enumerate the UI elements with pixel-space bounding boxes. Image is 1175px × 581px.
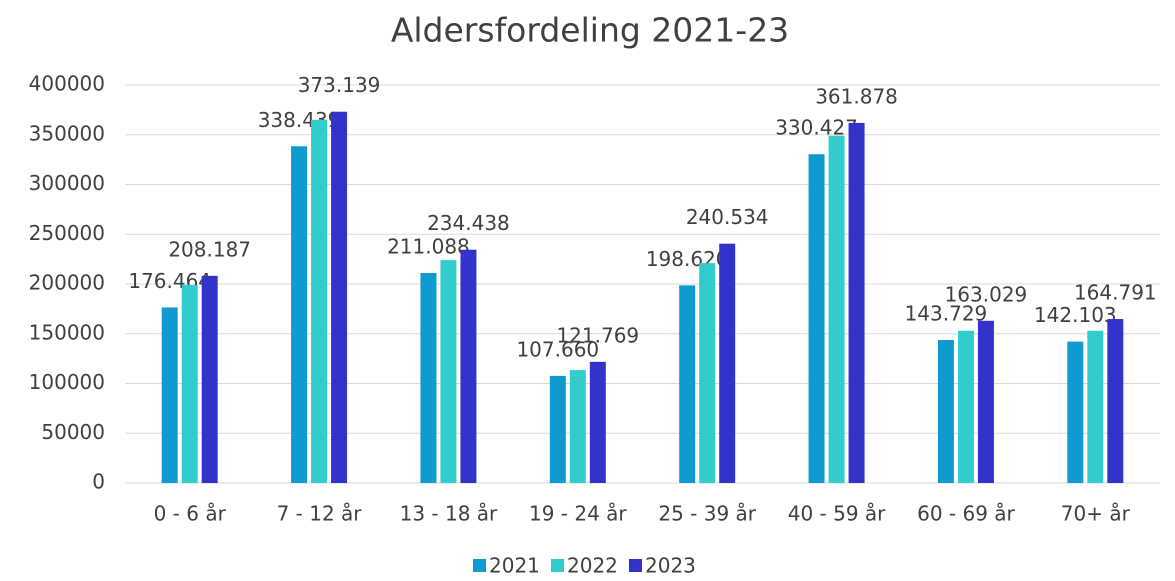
bar	[957, 330, 974, 483]
data-label: 234.438	[427, 211, 510, 235]
data-label: 143.729	[905, 301, 988, 325]
bar	[569, 370, 586, 483]
bar	[808, 154, 825, 483]
bar	[828, 135, 845, 483]
data-label: 240.534	[686, 205, 769, 229]
bar	[1087, 330, 1104, 483]
legend-swatch	[473, 559, 486, 572]
legend-label: 2022	[567, 554, 618, 578]
x-tick-label: 70+ år	[1061, 502, 1131, 526]
bar	[699, 263, 716, 483]
bar	[679, 285, 696, 483]
bar	[440, 260, 457, 483]
data-label: 211.088	[387, 234, 470, 258]
x-tick-label: 25 - 39 år	[658, 502, 756, 526]
data-label: 176.464	[128, 269, 211, 293]
bar	[977, 320, 994, 483]
x-tick-label: 60 - 69 år	[917, 502, 1015, 526]
bar	[1107, 319, 1124, 483]
y-tick-label: 300000	[29, 171, 105, 195]
data-label: 163.029	[945, 282, 1028, 306]
data-label: 142.103	[1034, 303, 1117, 327]
x-tick-label: 19 - 24 år	[529, 502, 627, 526]
y-tick-label: 200000	[29, 271, 105, 295]
data-label: 373.139	[298, 73, 381, 97]
bar	[1067, 341, 1084, 483]
bar	[161, 307, 178, 483]
bar	[719, 243, 736, 483]
bar	[181, 284, 198, 483]
legend-swatch	[629, 559, 642, 572]
data-label: 121.769	[556, 323, 639, 347]
x-tick-label: 40 - 59 år	[788, 502, 886, 526]
data-label: 338.439	[258, 108, 341, 132]
bar	[291, 146, 308, 484]
bar	[201, 275, 218, 483]
legend-swatch	[551, 559, 564, 572]
y-tick-label: 350000	[29, 121, 105, 145]
y-tick-label: 100000	[29, 370, 105, 394]
y-tick-label: 400000	[29, 72, 105, 96]
y-tick-label: 0	[92, 470, 105, 494]
bar	[589, 361, 606, 483]
bar	[848, 122, 865, 483]
x-tick-label: 13 - 18 år	[400, 502, 498, 526]
y-tick-label: 250000	[29, 221, 105, 245]
legend-label: 2021	[489, 554, 540, 578]
data-label: 198.620	[646, 247, 729, 271]
legend-label: 2023	[645, 554, 696, 578]
bar	[549, 375, 566, 483]
data-label: 208.187	[168, 237, 251, 261]
bar	[331, 111, 348, 484]
bar	[311, 119, 328, 483]
data-label: 330.427	[775, 116, 858, 140]
data-label: 164.791	[1074, 281, 1157, 305]
data-label: 107.660	[516, 337, 599, 361]
bar	[460, 249, 477, 483]
y-tick-label: 50000	[41, 420, 105, 444]
bar	[937, 339, 954, 483]
x-tick-label: 7 - 12 år	[277, 502, 363, 526]
x-tick-label: 0 - 6 år	[154, 502, 227, 526]
chart-title: Aldersfordeling 2021-23	[391, 11, 789, 50]
bar	[420, 272, 437, 483]
data-label: 361.878	[815, 84, 898, 108]
y-tick-label: 150000	[29, 320, 105, 344]
